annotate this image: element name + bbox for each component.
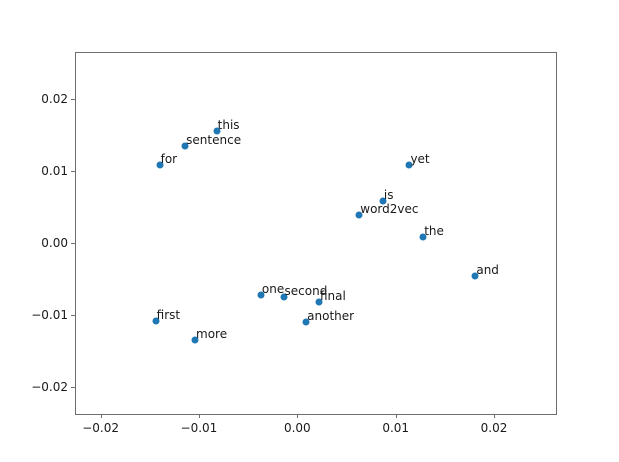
point-label: one — [261, 282, 285, 297]
data-point — [302, 318, 310, 326]
data-point — [257, 291, 265, 299]
data-point — [280, 293, 288, 301]
data-point — [471, 272, 479, 280]
point-label: yet — [410, 151, 430, 166]
y-tick-mark — [71, 387, 75, 389]
point-label: the — [424, 223, 444, 238]
x-tick-label: 0.02 — [480, 421, 508, 435]
point-label: is — [383, 188, 394, 203]
x-tick-label: 0.01 — [382, 421, 410, 435]
data-point — [156, 161, 164, 169]
point-label: second — [284, 284, 328, 299]
y-tick-mark — [71, 315, 75, 317]
x-tick-mark — [395, 414, 397, 418]
data-point — [191, 336, 199, 344]
data-point — [419, 233, 427, 241]
y-tick-mark — [71, 171, 75, 173]
y-tick-label: 0.01 — [41, 164, 68, 179]
x-tick-label: −0.02 — [82, 421, 119, 435]
y-tick-mark — [71, 243, 75, 245]
data-point — [213, 127, 221, 135]
y-tick-label: −0.02 — [31, 380, 68, 395]
point-label: more — [196, 326, 228, 341]
point-label: sentence — [186, 132, 242, 147]
point-label: this — [217, 117, 240, 132]
data-point — [152, 317, 160, 325]
data-point — [379, 197, 387, 205]
point-label: another — [307, 308, 355, 323]
x-tick-mark — [100, 414, 102, 418]
y-tick-label: 0.02 — [41, 92, 68, 107]
x-tick-label: 0.00 — [283, 421, 311, 435]
data-point — [181, 142, 189, 150]
data-point — [315, 298, 323, 306]
point-label: and — [476, 262, 499, 277]
point-label: final — [319, 288, 346, 303]
y-tick-mark — [71, 99, 75, 101]
y-tick-label: 0.00 — [41, 236, 68, 251]
point-label: for — [160, 152, 178, 167]
x-tick-mark — [198, 414, 200, 418]
x-tick-mark — [494, 414, 496, 418]
plot-area: −0.02 −0.01 0.00 0.01 0.02 0.02 0.01 0.00 −0.01 −… — [31, 52, 557, 435]
point-label: word2vec — [360, 202, 419, 217]
data-point — [405, 161, 413, 169]
data-point — [355, 211, 363, 219]
x-tick-mark — [297, 414, 299, 418]
point-label: first — [156, 308, 181, 323]
y-tick-label: −0.01 — [31, 308, 68, 323]
x-tick-label: −0.01 — [180, 421, 218, 435]
